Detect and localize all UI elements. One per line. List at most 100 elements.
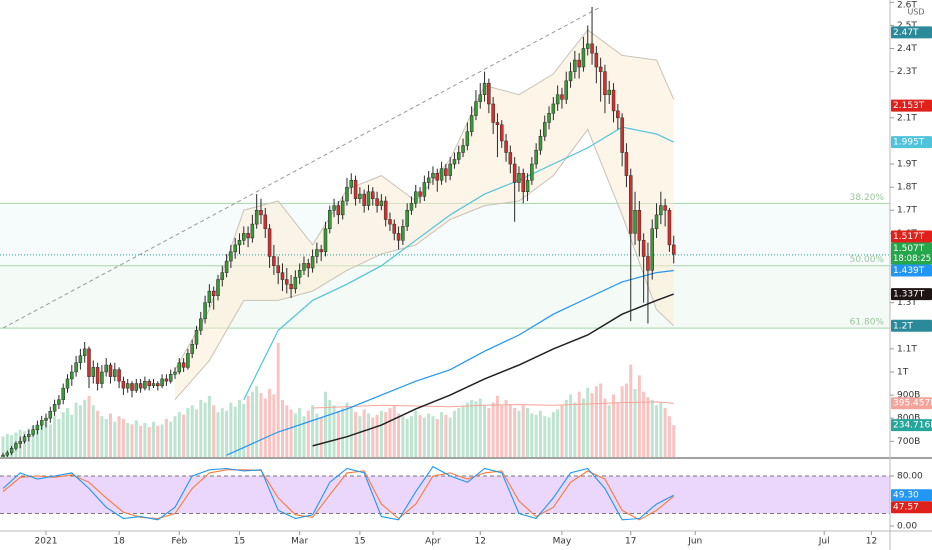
y-tick-label: 1.3T <box>897 298 917 308</box>
candle-body <box>194 330 199 345</box>
candle-body <box>530 163 534 181</box>
candle-body <box>186 353 190 368</box>
stoch-k-line <box>2 465 674 521</box>
volume-bar <box>27 428 31 457</box>
volume-bar <box>113 421 117 457</box>
volume-bar <box>130 424 134 457</box>
volume-bar <box>478 398 482 457</box>
x-tick-label: Feb <box>171 537 187 547</box>
volume-bar <box>121 418 125 457</box>
candle-body <box>177 362 182 373</box>
volume-bar <box>495 395 499 457</box>
candle-body <box>414 191 418 204</box>
volume-bar <box>629 364 633 457</box>
volume-bar <box>508 403 512 457</box>
candle-body <box>388 219 392 225</box>
price-badge-label: 2.47T <box>893 28 919 38</box>
candle-body <box>39 420 44 426</box>
volume-bar <box>186 408 190 457</box>
candle-body <box>82 348 87 357</box>
volume-bar <box>225 410 229 457</box>
volume-bar <box>134 420 138 457</box>
candle-body <box>44 417 48 421</box>
candle-body <box>431 173 435 179</box>
volume-bar <box>53 416 57 457</box>
volume-bar <box>242 403 246 457</box>
candle-body <box>603 71 607 95</box>
volume-bar <box>418 414 422 457</box>
candle-body <box>199 318 203 331</box>
candle-body <box>52 404 57 412</box>
candle-body <box>289 283 293 290</box>
volume-bar <box>504 399 508 457</box>
volume-bar <box>70 414 74 457</box>
x-tick-label: Jul <box>818 537 830 547</box>
stoch-d-line <box>2 469 675 521</box>
candle-body <box>285 279 289 285</box>
price-badge-countdown: 18:08:25 <box>893 254 931 264</box>
candle-body <box>474 101 478 116</box>
candle-body <box>121 380 126 389</box>
volume-bar <box>298 408 302 457</box>
candle-body <box>125 383 130 389</box>
candle-body <box>508 152 513 165</box>
x-tick-label: 15 <box>234 537 245 547</box>
y-tick-label: 1.1T <box>897 344 917 354</box>
volume-bar <box>599 383 603 457</box>
candle-body <box>328 209 332 229</box>
candle-body <box>392 223 397 234</box>
candle-body <box>598 66 603 72</box>
axes: 80.00 0.00 2.6T 2.5T 2.4T 2.3T 2.1T 1.9T 1.8T 1.7… <box>35 1 932 547</box>
candle-body <box>237 240 242 246</box>
candle-body <box>383 200 388 220</box>
volume-bar <box>319 417 323 457</box>
candle-body <box>547 112 551 123</box>
candle-body <box>487 82 491 105</box>
volume-bar <box>315 413 319 457</box>
candle-body <box>48 411 53 419</box>
volume-bar <box>216 412 220 457</box>
volume-bar <box>259 393 263 457</box>
volume-bar <box>31 425 35 457</box>
candle-body <box>422 182 427 197</box>
candle-body <box>267 228 272 257</box>
y-tick-label: 2.5T <box>897 21 917 31</box>
volume-bar <box>233 406 237 457</box>
candle-body <box>628 175 633 234</box>
volume-bar <box>556 409 560 457</box>
candle-body <box>156 383 160 387</box>
volume-bar <box>397 413 401 457</box>
volume-bar <box>607 405 611 457</box>
candle-body <box>379 200 384 206</box>
candle-body <box>577 59 581 68</box>
price-badge <box>891 288 932 301</box>
x-tick-label: 17 <box>625 537 636 547</box>
volume-bar <box>117 416 121 457</box>
candle-body <box>444 168 448 176</box>
candle-body <box>216 279 220 296</box>
candle-body <box>190 344 194 354</box>
candle-body <box>418 191 422 197</box>
volume-bar <box>311 405 315 457</box>
candle-body <box>525 179 530 193</box>
candle-body <box>650 228 654 271</box>
volume-bar <box>349 406 353 457</box>
volume-bar <box>534 414 538 457</box>
candle-body <box>151 383 156 387</box>
volume-bar <box>336 410 340 457</box>
volume-bar <box>207 395 211 457</box>
volume-bar <box>642 391 646 457</box>
candle-body <box>147 380 151 387</box>
volume-layer <box>1 342 676 457</box>
candle-body <box>173 371 177 375</box>
volume-bar <box>263 398 267 457</box>
candle-body <box>5 452 10 456</box>
candle-body <box>439 168 444 181</box>
price-badge-label: 47.57 <box>893 503 919 513</box>
candle-body <box>353 179 358 199</box>
stochastic-layer <box>0 465 890 521</box>
candle-body <box>366 191 371 206</box>
volume-bar <box>483 405 487 457</box>
price-badge-label: 1.517T <box>893 232 925 242</box>
candle-body <box>113 369 117 377</box>
